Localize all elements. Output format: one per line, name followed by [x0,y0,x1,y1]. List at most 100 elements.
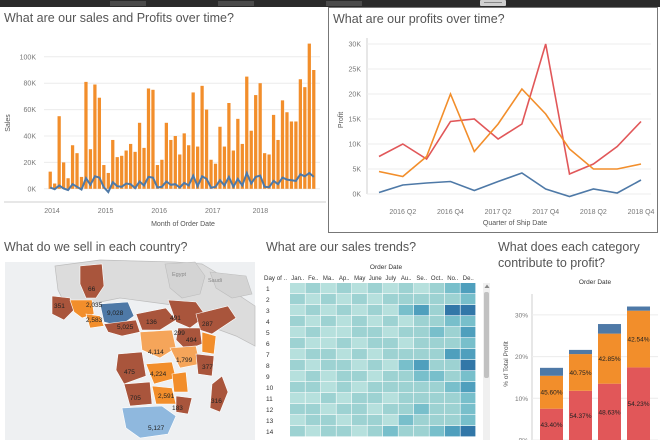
sales-x-tick: 2014 [44,208,60,215]
heatmap-column-labels: Jan.. Fe.. Ma.. Ap.. May June July Au.. Se.. Oct.… [291,276,474,282]
sales-bar [142,147,146,189]
country-region[interactable] [175,395,193,415]
country-region[interactable] [195,353,215,377]
country-region[interactable] [139,329,177,359]
heatmap-cell [336,404,352,415]
heatmap-cell [305,338,321,349]
heatmap-cell [460,305,476,316]
sales-bar [164,122,168,189]
heatmap-cell [383,316,398,327]
heatmap-cell [367,338,383,349]
heatmap-cell [398,338,414,349]
sales-y-tick: 60K [24,107,37,114]
category-col-header: Order Date [579,279,612,286]
heatmap-cell [383,371,398,382]
heatmap-cell [429,338,445,349]
sales-bar [111,139,115,189]
heatmap-cell [305,360,321,371]
heatmap-cell [383,294,398,305]
sales-bar [102,165,106,189]
heatmap-cell [398,382,414,393]
heatmap-cell [305,349,321,360]
heatmap-cell [414,371,429,382]
profit-line-blue [378,172,642,198]
sales-bar [200,85,204,189]
category-bar-segment [569,354,592,391]
country-region[interactable] [79,263,105,299]
country-region[interactable] [115,351,147,385]
country-region[interactable] [171,371,189,393]
heatmap-cell [445,283,460,294]
heatmap-cell [414,283,429,294]
heatmap-cell [321,305,336,316]
heatmap-cell [305,316,321,327]
toolbar-segment [110,1,146,6]
map-value-label: 2,035 [86,302,103,309]
heatmap-cell [305,415,321,426]
madagascar-region[interactable] [209,375,229,413]
country-region[interactable] [123,381,153,407]
category-axis-label: % of Total Profit [503,341,510,387]
heatmap-cell [429,404,445,415]
sales-bar [70,145,75,189]
heatmap-cell [429,349,445,360]
heatmap-col-label: Ap.. [339,276,350,282]
sales-bar [285,112,289,189]
heatmap-cell [383,305,398,316]
map-value-label: 377 [202,364,213,371]
category-title-line1: What does each category [498,240,640,254]
heatmap-cell [460,316,476,327]
profit-x-ticks: 2016 Q2 2016 Q4 2017 Q2 2017 Q4 2018 Q2 2018 … [389,209,654,216]
egypt-label: Egypt [172,272,187,278]
heatmap-cell [460,415,476,426]
heatmap-cell [290,404,305,415]
heatmap-cell [352,294,367,305]
sales-bar [93,84,97,189]
category-bar-label: 42.54% [627,337,649,344]
sales-bar [182,133,186,189]
country-region[interactable] [201,331,217,355]
category-bar-segment [569,390,592,440]
sales-x-tick: 2018 [253,208,269,215]
heatmap-cell [460,294,476,305]
profit-x-tick: 2018 Q2 [580,209,607,216]
heatmap-cell [429,294,445,305]
heatmap-cell [398,327,414,338]
heatmap-col-label: Fe.. [308,276,319,282]
sales-y-tick: 40K [24,134,37,141]
country-region[interactable] [103,319,141,337]
country-region[interactable] [135,307,177,331]
country-region[interactable] [85,313,105,329]
africa-map[interactable]: Egypt Saudi 66 2,035 2,583 9,028 5,025 1… [0,236,262,440]
heatmap-cell [414,294,429,305]
heatmap-col-label: Jan.. [291,276,304,282]
sales-bar [267,154,271,189]
country-region[interactable] [51,295,75,321]
drag-grip-icon[interactable] [480,0,506,6]
heatmap-cell [398,404,414,415]
sales-bar [169,139,173,189]
scroll-up-icon[interactable] [484,284,490,289]
category-y-tick: 0% [519,438,529,440]
heatmap-cell [445,426,460,437]
sales-bar [146,88,151,189]
heatmap-row-label: 2 [266,297,270,304]
profit-quarter-panel[interactable]: What are our profits over time? Profit Q… [328,7,658,233]
heatmap-cell [383,327,398,338]
heatmap-cell [414,327,429,338]
heatmap-cell [460,283,476,294]
sales-trends-panel: What are our sales trends? Order Date Da… [262,236,494,440]
profit-quarter-chart: Profit Quarter of Ship Date 0K 5K 10K 15K 20… [338,38,655,227]
heatmap-row-label: 4 [266,319,270,326]
profit-y-tick: 15K [349,117,362,124]
heatmap-cell [367,349,383,360]
heatmap-scroll-thumb[interactable] [484,292,489,378]
heatmap-cell [367,283,383,294]
profit-x-tick: 2017 Q2 [485,209,512,216]
heatmap-cell [445,415,460,426]
heatmap-cell [383,404,398,415]
heatmap-row-label: 9 [266,374,270,381]
heatmap-cell [352,316,367,327]
country-region[interactable] [121,405,177,439]
country-region[interactable] [195,305,237,335]
